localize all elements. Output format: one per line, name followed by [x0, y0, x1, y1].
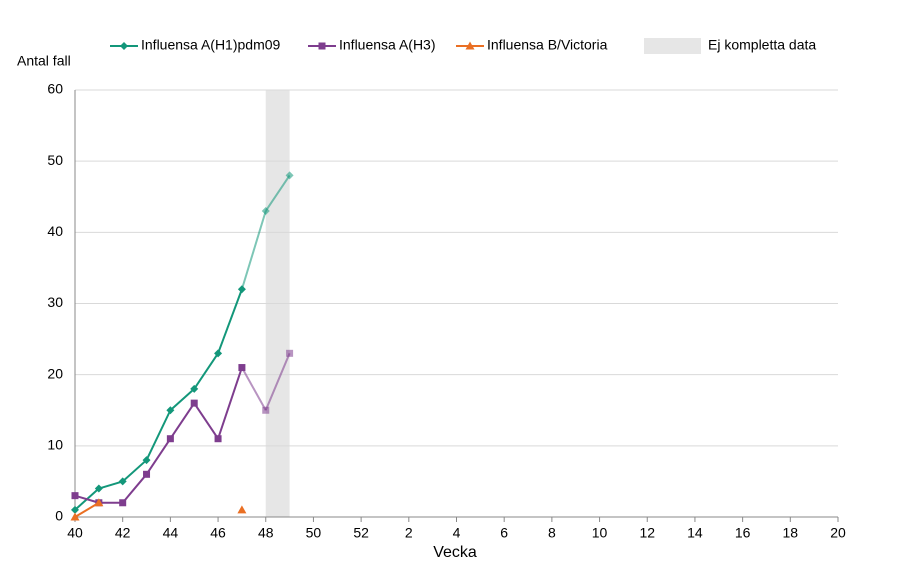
data-point [190, 399, 198, 407]
data-point [166, 406, 175, 415]
data-point [118, 477, 127, 486]
x-tick-label: 14 [687, 525, 703, 541]
x-tick-label: 48 [258, 525, 274, 541]
y-tick-label: 50 [47, 152, 63, 168]
data-point [142, 456, 151, 465]
legend-label: Ej kompletta data [708, 37, 816, 53]
data-point [190, 384, 199, 393]
series-line [240, 210, 267, 290]
data-point [214, 435, 222, 443]
data-point [262, 406, 270, 414]
x-tick-label: 50 [306, 525, 322, 541]
x-tick-label: 16 [735, 525, 751, 541]
data-point [94, 484, 103, 493]
x-tick-label: 12 [639, 525, 655, 541]
data-point [237, 505, 247, 514]
legend-swatch [644, 38, 701, 54]
series-line [122, 459, 148, 483]
series-line [74, 494, 100, 504]
data-point [285, 171, 294, 180]
x-tick-label: 20 [830, 525, 846, 541]
series-line [169, 388, 195, 411]
x-tick-label: 44 [163, 525, 179, 541]
data-point [94, 498, 104, 507]
series-line [241, 367, 267, 411]
x-tick-label: 18 [783, 525, 799, 541]
x-tick-label: 46 [210, 525, 226, 541]
series-line [217, 367, 243, 440]
data-point [71, 492, 79, 500]
legend-marker [465, 41, 475, 50]
data-point [286, 349, 294, 357]
series-line [121, 473, 148, 504]
legend-label: Influensa B/Victoria [487, 37, 608, 53]
data-point [119, 499, 127, 507]
series-line [74, 501, 100, 518]
y-axis-label: Antal fall [17, 53, 71, 69]
series-line [98, 480, 123, 490]
y-tick-label: 30 [47, 294, 63, 310]
series-line [217, 288, 243, 354]
x-tick-label: 42 [115, 525, 131, 541]
legend-marker [318, 42, 326, 50]
x-tick-label: 52 [353, 525, 369, 541]
legend-label: Influensa A(H1)pdm09 [141, 37, 281, 53]
y-tick-label: 0 [55, 508, 63, 524]
series-line [264, 352, 291, 411]
data-point [214, 349, 223, 358]
y-tick-label: 40 [47, 223, 63, 239]
x-tick-label: 4 [453, 525, 461, 541]
x-tick-label: 40 [67, 525, 83, 541]
x-tick-label: 10 [592, 525, 608, 541]
x-axis-label: Vecka [433, 544, 477, 561]
x-tick-label: 8 [548, 525, 556, 541]
legend-marker [120, 42, 128, 50]
data-point [237, 285, 246, 294]
data-point [261, 206, 270, 215]
series-line [193, 402, 219, 440]
series-line [264, 174, 291, 212]
y-tick-label: 10 [47, 437, 63, 453]
legend-label: Influensa A(H3) [339, 37, 436, 53]
data-point [143, 470, 151, 478]
series-line [193, 352, 219, 390]
y-tick-label: 20 [47, 365, 63, 381]
data-point [70, 512, 80, 521]
y-tick-label: 60 [47, 81, 63, 97]
data-point [166, 435, 174, 443]
data-point [71, 505, 79, 514]
x-tick-label: 2 [405, 525, 413, 541]
series-line [145, 438, 172, 475]
data-point [238, 364, 246, 372]
series-line [169, 402, 196, 440]
x-tick-label: 6 [500, 525, 508, 541]
series-line [145, 409, 172, 461]
